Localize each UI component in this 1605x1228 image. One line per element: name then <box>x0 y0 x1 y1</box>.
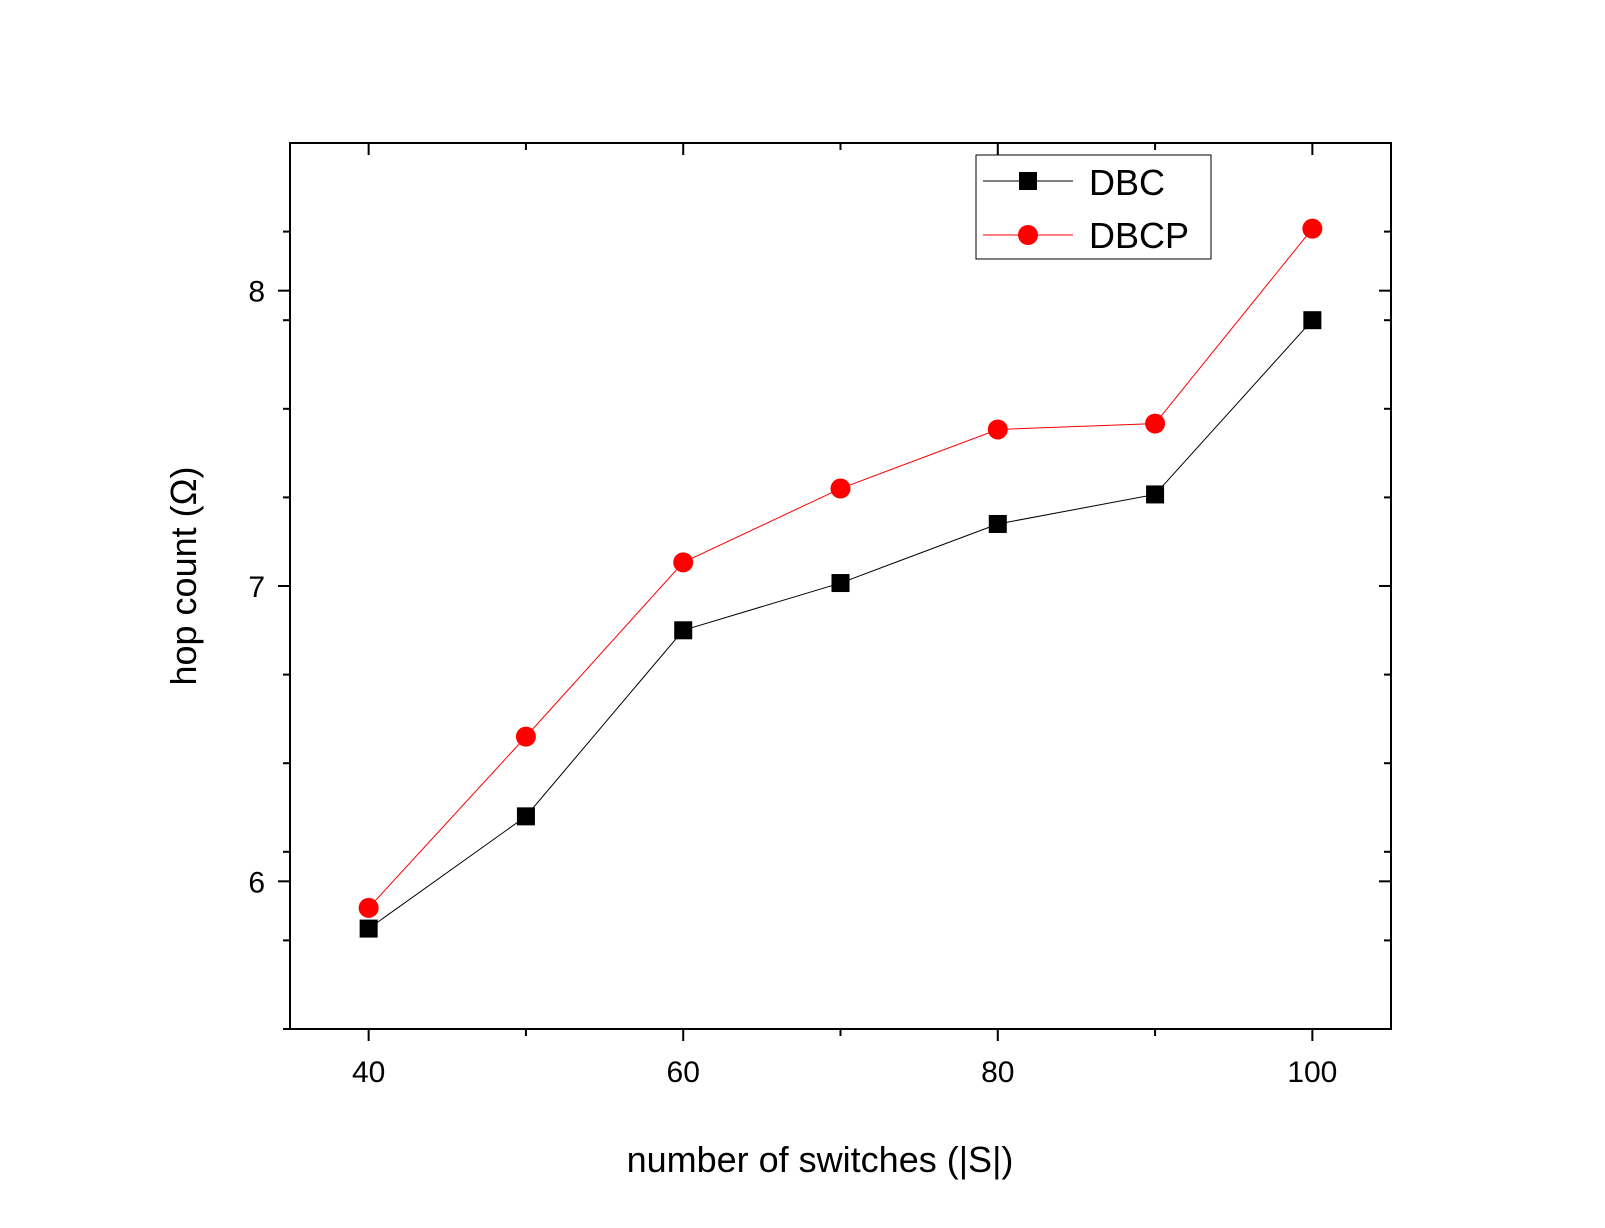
point-dbcp <box>358 897 379 918</box>
x-tick-label: 60 <box>667 1056 700 1089</box>
x-axis: 40 60 80 100 <box>352 143 1337 1089</box>
x-tick-label: 40 <box>352 1056 385 1089</box>
point-dbcp <box>830 478 851 499</box>
legend-label-dbcp: DBCP <box>1089 215 1189 256</box>
y-axis: 6 7 8 <box>248 230 1391 1030</box>
legend-box <box>975 154 1212 260</box>
point-dbc <box>831 574 850 593</box>
y-tick-label: 6 <box>248 866 265 899</box>
series-layer <box>358 218 1323 938</box>
point-dbcp <box>987 419 1008 440</box>
y-tick-label: 7 <box>248 571 265 604</box>
point-dbc <box>1146 485 1165 504</box>
legend-marker-dbc <box>1019 172 1037 190</box>
point-dbcp <box>515 726 536 747</box>
point-dbcp <box>1302 218 1323 239</box>
point-dbc <box>359 919 378 938</box>
y-tick-label: 8 <box>248 276 265 309</box>
x-axis-title: number of switches (|S|) <box>627 1139 1014 1180</box>
series-line-dbc <box>368 319 1313 929</box>
point-dbc <box>988 514 1007 533</box>
legend-label-dbc: DBC <box>1089 162 1165 203</box>
point-dbc <box>674 621 693 640</box>
point-dbcp <box>673 552 694 573</box>
y-axis-title: hop count (Ω) <box>163 466 204 685</box>
point-dbc <box>1303 311 1322 330</box>
point-dbcp <box>1145 413 1166 434</box>
legend-marker-dbcp <box>1018 225 1038 245</box>
x-tick-label: 100 <box>1287 1056 1337 1089</box>
legend: DBC DBCP <box>975 154 1212 260</box>
point-dbc <box>516 807 535 826</box>
series-line-dbcp <box>368 228 1313 909</box>
x-tick-label: 80 <box>981 1056 1014 1089</box>
